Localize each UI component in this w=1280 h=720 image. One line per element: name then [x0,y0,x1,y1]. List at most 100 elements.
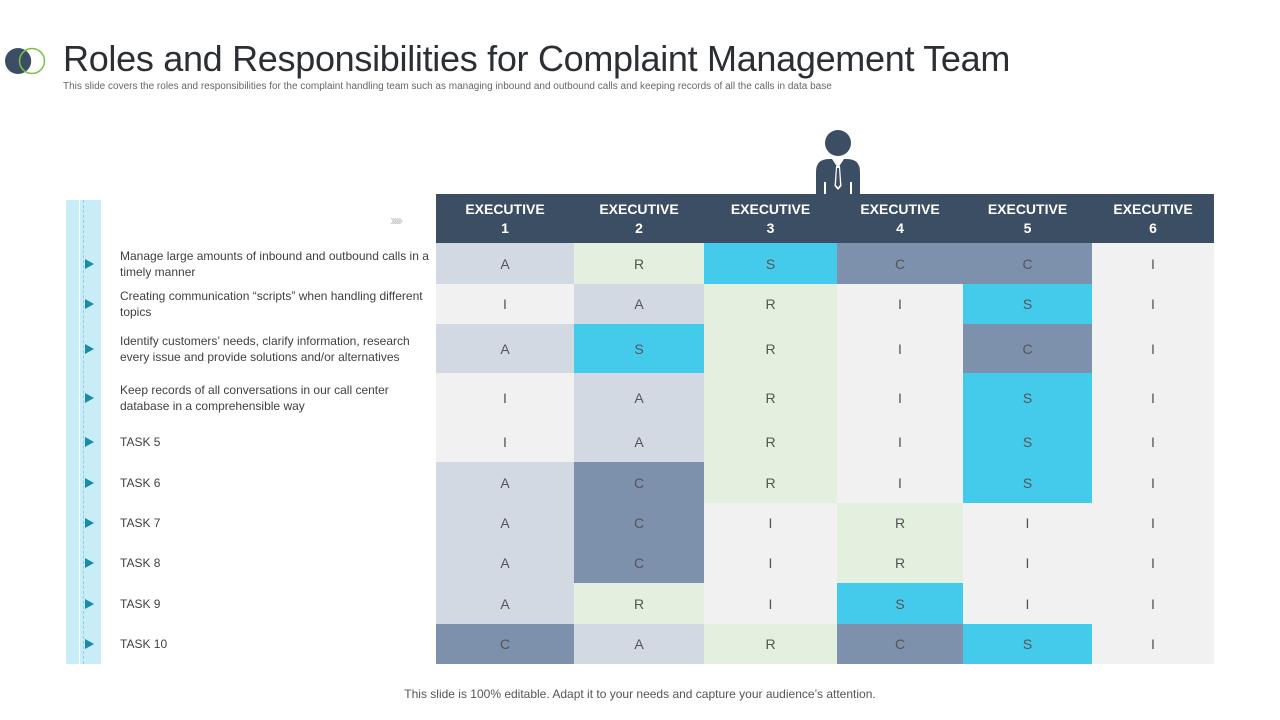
executive-header-1: EXECUTIVE 1 [436,194,574,243]
role-cell: I [837,284,963,324]
task-item: Identify customers’ needs, clarify infor… [66,324,436,373]
role-cell: I [1092,243,1214,284]
role-cell: I [1092,503,1214,543]
task-sidebar-bar [66,200,101,664]
task-item: TASK 9 [66,583,436,624]
task-item: TASK 6 [66,462,436,503]
role-cell: I [963,543,1092,583]
triangle-right-icon [85,437,94,447]
role-cell: S [963,284,1092,324]
role-cell: I [1092,373,1214,422]
task-label: TASK 7 [120,516,161,530]
role-cell: A [436,324,574,373]
executive-header-number: 4 [896,219,904,236]
executive-header-3: EXECUTIVE 3 [704,194,837,243]
task-item: Keep records of all conversations in our… [66,373,436,422]
role-cell: I [1092,624,1214,664]
executive-header-4: EXECUTIVE 4 [837,194,963,243]
role-cell: S [963,422,1092,462]
triangle-right-icon [85,558,94,568]
executive-header-label: EXECUTIVE [1113,200,1193,217]
triangle-right-icon [85,258,94,269]
footer-note: This slide is 100% editable. Adapt it to… [404,687,876,701]
role-cell: S [837,583,963,624]
task-item: TASK 7 [66,503,436,543]
role-cell: R [704,422,837,462]
role-cell: C [963,324,1092,373]
task-list: Manage large amounts of inbound and outb… [66,243,436,664]
task-item: Creating communication “scripts” when ha… [66,284,436,324]
executive-header-number: 2 [635,219,643,236]
role-cell: R [704,284,837,324]
role-cell: A [436,503,574,543]
triangle-right-icon [85,477,94,488]
page-subtitle: This slide covers the roles and responsi… [63,81,832,92]
executive-header-label: EXECUTIVE [987,200,1068,217]
task-item: TASK 8 [66,543,436,583]
task-label: Manage large amounts of inbound and outb… [120,248,429,279]
role-cell: R [837,543,963,583]
role-cell: I [1092,583,1214,624]
role-cell: S [963,462,1092,503]
executive-header-label: EXECUTIVE [465,200,545,217]
role-cell: C [436,624,574,664]
role-cell: S [574,324,704,373]
overlapping-circles-icon [5,47,46,75]
role-cell: I [837,324,963,373]
role-cell: A [436,583,574,624]
role-cell: R [704,373,837,422]
role-cell: C [837,243,963,284]
task-label: TASK 5 [120,435,161,449]
role-cell: I [837,462,963,503]
role-cell: A [574,624,704,664]
page-title: Roles and Responsibilities for Complaint… [63,38,1011,79]
task-label: Creating communication “scripts” when ha… [120,289,423,319]
task-label: TASK 10 [120,637,168,651]
role-cell: C [574,462,704,503]
role-cell: A [436,543,574,583]
task-label: TASK 9 [120,596,161,611]
triangle-right-icon [85,392,94,403]
task-item: TASK 5 [66,422,436,462]
role-cell: C [963,243,1092,284]
role-cell: C [574,543,704,583]
role-cell: A [436,462,574,503]
role-cell: I [704,503,837,543]
role-cell: A [574,422,704,462]
triangle-right-icon [85,598,94,609]
role-cell: S [963,624,1092,664]
role-cell: I [1092,462,1214,503]
role-cell: I [436,422,574,462]
triangle-right-icon [85,299,94,309]
role-cell: A [574,284,704,324]
role-cell: I [837,373,963,422]
chevron-arrows-icon: ››››› [390,212,403,229]
role-cell: I [963,583,1092,624]
role-cell: C [837,624,963,664]
executive-person-icon [816,130,860,196]
executive-header-number: 5 [1023,219,1032,236]
role-cell: I [436,373,574,422]
role-cell: I [436,284,574,324]
task-label: Identify customers’ needs, clarify infor… [120,333,410,364]
role-cell: A [436,243,574,284]
executive-header-5: EXECUTIVE 5 [963,194,1092,243]
executive-header-number: 1 [501,219,509,236]
role-cell: I [1092,543,1214,583]
role-cell: A [574,373,704,422]
role-cell: I [837,422,963,462]
executive-header-number: 6 [1149,219,1157,236]
role-cell: R [837,503,963,543]
task-item: Manage large amounts of inbound and outb… [66,243,436,284]
role-cell: I [1092,284,1214,324]
triangle-right-icon [85,343,94,354]
role-cell: I [1092,324,1214,373]
role-cell: R [704,624,837,664]
